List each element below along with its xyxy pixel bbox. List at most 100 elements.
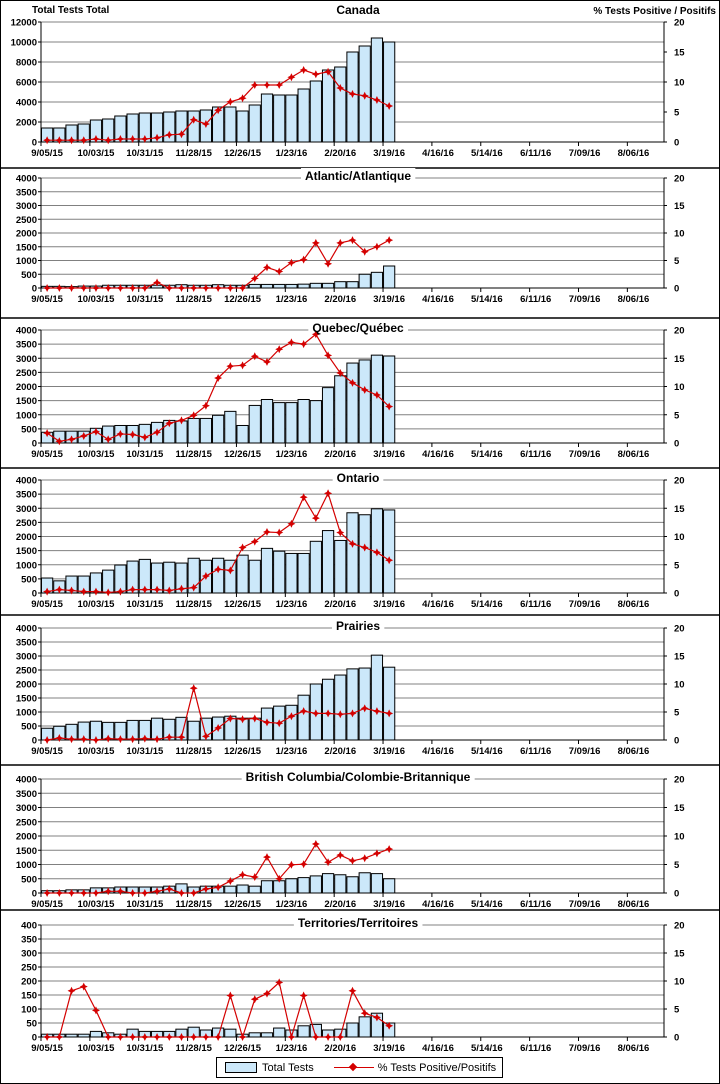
- bar-total-tests: [358, 273, 371, 289]
- bar-total-tests: [273, 550, 286, 594]
- point-pct-positive: [287, 258, 296, 267]
- x-tick-label: 1/23/16: [276, 148, 308, 159]
- point-pct-positive: [275, 81, 284, 89]
- bar-total-tests: [224, 410, 237, 444]
- point-pct-positive: [55, 284, 64, 292]
- point-pct-positive: [165, 284, 174, 292]
- point-pct-positive: [165, 130, 174, 139]
- x-tick-label: 11/28/15: [175, 449, 212, 460]
- x-tick-label: 2/20/16: [324, 599, 356, 610]
- y-tick-label: 2500: [16, 666, 37, 677]
- point-pct-positive: [128, 889, 137, 897]
- y-tick-label: 2000: [16, 229, 37, 240]
- y2-tick-label: 5: [674, 108, 680, 119]
- y-tick-label: 500: [21, 722, 37, 733]
- bar-total-tests: [248, 559, 261, 594]
- point-pct-positive: [324, 858, 333, 867]
- x-tick-label: 10/31/15: [126, 148, 164, 159]
- y-tick-label: 3000: [16, 201, 37, 212]
- point-pct-positive: [67, 136, 76, 145]
- x-tick-label: 10/03/15: [77, 599, 115, 610]
- y2-tick-label: 5: [674, 410, 680, 421]
- point-pct-positive: [55, 437, 64, 446]
- point-pct-positive: [128, 735, 137, 744]
- point-pct-positive: [385, 845, 394, 854]
- point-pct-positive: [336, 710, 345, 719]
- point-pct-positive: [250, 81, 259, 89]
- x-tick-label: 11/28/15: [175, 899, 212, 910]
- bar-total-tests: [260, 1032, 274, 1038]
- y-tick-label: 200: [21, 977, 37, 988]
- y-tick-label: 1500: [16, 546, 37, 557]
- point-pct-positive: [140, 284, 149, 292]
- point-pct-positive: [360, 247, 369, 256]
- point-pct-positive: [360, 1009, 369, 1018]
- bar-total-tests: [260, 880, 274, 894]
- y-tick-label: 3500: [16, 490, 37, 501]
- bar-total-tests: [309, 540, 322, 594]
- y-tick-label: 3000: [16, 803, 37, 814]
- point-pct-positive: [153, 133, 162, 142]
- bar-total-tests: [285, 94, 298, 143]
- point-pct-positive: [238, 94, 247, 103]
- point-pct-positive: [311, 70, 320, 79]
- point-pct-positive: [226, 714, 235, 723]
- point-pct-positive: [116, 887, 125, 896]
- panel-title-bg: [300, 168, 416, 184]
- x-tick-label: 3/19/16: [373, 294, 405, 305]
- panel-british-columbia: 0 500 1000 1500 2000 2500 3000 3500 4000 0 5 10 15 20…: [16, 769, 685, 910]
- point-pct-positive: [311, 238, 320, 247]
- point-pct-positive: [177, 733, 186, 742]
- point-pct-positive: [348, 709, 357, 718]
- point-pct-positive: [287, 860, 296, 869]
- point-pct-positive: [67, 889, 76, 897]
- bar-total-tests: [248, 885, 261, 894]
- point-pct-positive: [214, 284, 223, 292]
- point-pct-positive: [324, 351, 333, 360]
- point-pct-positive: [104, 284, 113, 292]
- x-tick-label: 4/16/16: [422, 1043, 454, 1054]
- y-tick-label: 1500: [16, 694, 37, 705]
- y2-tick-label: 0: [674, 889, 679, 900]
- x-tick-label: 2/20/16: [324, 148, 356, 159]
- point-pct-positive: [91, 889, 100, 897]
- x-tick-label: 7/09/16: [569, 746, 601, 757]
- point-pct-positive: [250, 714, 259, 723]
- point-pct-positive: [336, 851, 345, 860]
- y-tick-label: 1000: [16, 860, 37, 871]
- bar-total-tests: [346, 281, 359, 289]
- point-pct-positive: [336, 238, 345, 247]
- x-tick-label: 7/09/16: [569, 1043, 601, 1054]
- x-tick-label: 4/16/16: [422, 449, 454, 460]
- x-tick-label: 11/28/15: [175, 294, 212, 305]
- y-tick-label: 2000: [16, 680, 37, 691]
- y-tick-label: 10000: [11, 38, 37, 49]
- point-pct-positive: [372, 849, 381, 858]
- bar-total-tests: [346, 876, 359, 894]
- bar-total-tests: [346, 512, 359, 594]
- y-tick-label: 500: [21, 270, 37, 281]
- y2-tick-label: 10: [674, 229, 685, 240]
- bar-total-tests: [358, 514, 371, 594]
- bar-total-tests: [236, 110, 249, 143]
- y-tick-label: 2500: [16, 518, 37, 529]
- point-pct-positive: [55, 734, 64, 743]
- point-pct-positive: [104, 588, 113, 597]
- x-tick-label: 4/16/16: [422, 899, 454, 910]
- point-pct-positive: [140, 585, 149, 594]
- point-pct-positive: [262, 853, 271, 862]
- bar-total-tests: [248, 1032, 261, 1038]
- x-tick-label: 10/03/15: [77, 294, 115, 305]
- point-pct-positive: [55, 585, 64, 594]
- bar-total-tests: [334, 874, 347, 894]
- x-tick-label: 5/14/16: [471, 294, 503, 305]
- legend-label-pct-positive: % Tests Positive/Positifs: [377, 1061, 497, 1074]
- point-pct-positive: [165, 1033, 174, 1041]
- x-tick-label: 9/05/15: [31, 899, 63, 910]
- point-pct-positive: [214, 565, 223, 574]
- point-pct-positive: [275, 528, 284, 537]
- x-tick-label: 5/14/16: [471, 449, 503, 460]
- legend: Total Tests % Tests Positive/Positifs: [216, 1057, 503, 1078]
- bar-total-tests: [224, 885, 237, 894]
- legend-item-pct-positive: % Tests Positive/Positifs: [322, 1062, 496, 1074]
